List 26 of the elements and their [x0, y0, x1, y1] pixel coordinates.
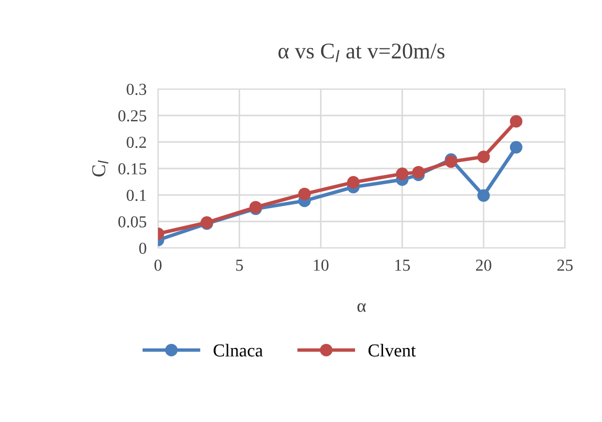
x-tick-label: 5 — [236, 260, 243, 271]
point — [412, 166, 425, 178]
x-tick-label: 10 — [314, 260, 328, 271]
point — [396, 168, 408, 180]
y-axis-title: C$_{l}$ — [92, 160, 108, 176]
x-tick-label: 15 — [395, 260, 410, 271]
y-tick-label: 0.2 — [126, 136, 146, 148]
legend-label: Clvent — [368, 344, 416, 357]
point — [510, 115, 522, 128]
y-tick-label: 0.25 — [118, 110, 146, 122]
legend-label: Clnaca — [214, 344, 263, 357]
y-tick-label: 0.1 — [126, 190, 146, 202]
point — [477, 150, 490, 164]
x-tick-label: 25 — [557, 260, 573, 271]
x-tick-label: 0 — [154, 260, 162, 271]
point — [298, 188, 311, 200]
point — [477, 189, 490, 202]
x-axis-title: α — [357, 303, 366, 312]
y-tick-label: 0.05 — [118, 216, 146, 228]
point — [347, 176, 360, 189]
x-tick-label: 20 — [476, 260, 492, 271]
chart-title: α vs C$_{l}$ at v=20m/s — [278, 44, 444, 62]
y-tick-label: 0.15 — [118, 163, 146, 175]
point — [510, 141, 522, 154]
y-tick-label: 0.3 — [126, 84, 146, 96]
y-tick-label: 0 — [139, 242, 146, 254]
